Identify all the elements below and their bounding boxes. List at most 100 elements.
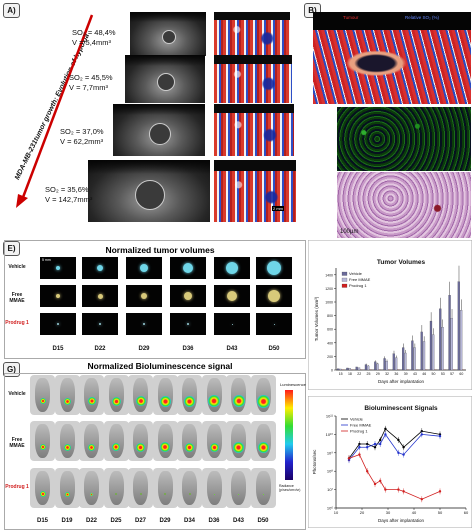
- x-tick-label: 50: [432, 372, 436, 376]
- panel-g-day-label: D29: [159, 518, 171, 524]
- so2-value: SO₂ = 48,4%: [72, 28, 116, 37]
- data-point: [438, 434, 442, 438]
- tumor-volume-render: [214, 257, 250, 279]
- x-tick-label: 39: [404, 372, 408, 376]
- chart-title: Tumor Volumes: [377, 259, 426, 266]
- luminescence-colorbar: [285, 390, 293, 480]
- panel-g-row-label: Vehicle: [8, 391, 26, 397]
- data-point: [347, 457, 351, 460]
- mouse-bioluminescence-image: [226, 421, 251, 461]
- legend-label: Vehicle: [350, 417, 364, 422]
- bar-vehicle: [448, 295, 451, 371]
- y-tick-label: 1000: [325, 301, 333, 305]
- timepoint-stats: SO₂ = 37,0% V = 62,2mm³: [60, 127, 104, 147]
- data-point: [373, 446, 377, 449]
- x-tick-label: 46: [422, 372, 426, 376]
- x-tick-label: 40: [412, 510, 417, 515]
- x-tick-label: 57: [450, 372, 454, 376]
- data-point: [379, 438, 382, 442]
- data-point: [379, 479, 382, 483]
- tumor-volume-render: [256, 313, 292, 335]
- data-point: [358, 453, 361, 456]
- panel-g-day-label: D50: [257, 518, 269, 524]
- volume-value: V = 142,7mm³: [45, 195, 93, 204]
- data-point: [358, 446, 361, 449]
- data-point: [379, 442, 382, 446]
- data-point: [384, 433, 387, 436]
- panel-g-day-label: D34: [183, 518, 195, 524]
- bar-vehicle: [402, 347, 405, 371]
- x-tick-label: 60: [459, 372, 463, 376]
- data-point: [358, 442, 361, 446]
- y-tick-label: 200: [327, 355, 333, 359]
- data-point: [397, 488, 400, 491]
- photoacoustic-image: [214, 104, 294, 156]
- histology-he-image: 100µm: [337, 172, 471, 238]
- mouse-bioluminescence-image: [201, 421, 227, 461]
- data-point: [438, 490, 442, 493]
- bar-vehicle: [337, 368, 340, 371]
- panel-e-row-label: Free MMAE: [9, 292, 25, 304]
- mouse-bioluminescence-image: [250, 468, 276, 508]
- series-line-prodrug-1: [348, 454, 441, 500]
- legend-label: Free MMAE: [350, 423, 372, 428]
- legend-swatch: [341, 283, 348, 288]
- panel-e-title: Normalized tumor volumes: [105, 245, 215, 255]
- mouse-bioluminescence-image: [177, 375, 202, 415]
- so2-value: SO₂ = 35,6%: [45, 185, 89, 194]
- x-tick-label: 15: [339, 372, 343, 376]
- bar-free-mmae: [357, 367, 361, 371]
- y-tick-label: 10⁷: [327, 487, 333, 492]
- mouse-bioluminescence-image: [54, 421, 80, 461]
- y-tick-label: 10¹⁰: [326, 432, 334, 437]
- panel-e-day-label: D22: [94, 346, 106, 352]
- so2-value: SO₂ = 37,0%: [60, 127, 104, 136]
- timepoint-stats: SO₂ = 48,4% V = 5,4mm³: [72, 28, 116, 48]
- mouse-bioluminescence-image: [152, 468, 178, 508]
- mouse-bioluminescence-image: [226, 375, 251, 415]
- tumor-volume-render: [40, 313, 76, 335]
- mouse-bioluminescence-image: [79, 468, 104, 508]
- colorbar-sub-label: Radiance (p/sec/cm²/sr): [279, 484, 301, 492]
- x-tick-label: 10: [334, 510, 339, 515]
- series-line-vehicle: [348, 428, 441, 459]
- bar-free-mmae: [441, 327, 444, 371]
- x-axis-label: Days after implantation: [378, 518, 425, 523]
- panel-g-day-label: D43: [232, 518, 244, 524]
- tumor-outline: [135, 180, 165, 211]
- panel-e-row-label: Prodrug 1: [5, 320, 29, 326]
- mouse-bioluminescence-image: [201, 468, 227, 508]
- volume-value: V = 62,2mm³: [60, 137, 104, 146]
- mouse-bioluminescence-image: [177, 421, 202, 461]
- bioluminescence-chart: Bioluminescent Signals 10⁶ 10⁷ 10⁸ 10⁹ 10¹⁰ 10…: [308, 396, 472, 528]
- data-point: [420, 429, 423, 433]
- chart-f-background: [308, 240, 472, 390]
- y-axis-label: Photons/sec: [312, 449, 317, 475]
- panel-g-day-label: D36: [208, 518, 220, 524]
- photoacoustic-image: [214, 55, 292, 103]
- bar-free-mmae: [339, 368, 342, 371]
- x-tick-label: 36: [394, 372, 398, 376]
- panel-g-row-label: Prodrug 1: [5, 484, 29, 490]
- ultrasound-scale-bar: 2 mm: [272, 206, 284, 211]
- y-tick-label: 400: [327, 341, 333, 345]
- ultrasound-image: [130, 12, 206, 56]
- panel-g-day-label: D27: [134, 518, 146, 524]
- panel-e-day-label: D15: [52, 346, 64, 352]
- mouse-bioluminescence-image: [177, 468, 202, 508]
- ultrasound-image: [113, 104, 205, 156]
- tumor-volume-render: [214, 285, 250, 307]
- tumor-volume-render: [170, 313, 206, 335]
- bar-free-mmae: [460, 310, 463, 371]
- immunofluorescence-image: [337, 107, 471, 171]
- x-tick-label: 18: [348, 372, 352, 376]
- mouse-bioluminescence-image: [30, 375, 55, 415]
- panel-e-label: E): [3, 241, 20, 256]
- bar-vehicle: [457, 281, 460, 371]
- y-axis-label: Tumor Volumes (mm³): [314, 296, 319, 341]
- x-tick-label: 25: [367, 372, 371, 376]
- mouse-bioluminescence-image: [30, 421, 55, 461]
- x-tick-label: 43: [413, 372, 417, 376]
- panel-g-day-label: D22: [85, 518, 97, 524]
- tumor-volume-render: [256, 285, 292, 307]
